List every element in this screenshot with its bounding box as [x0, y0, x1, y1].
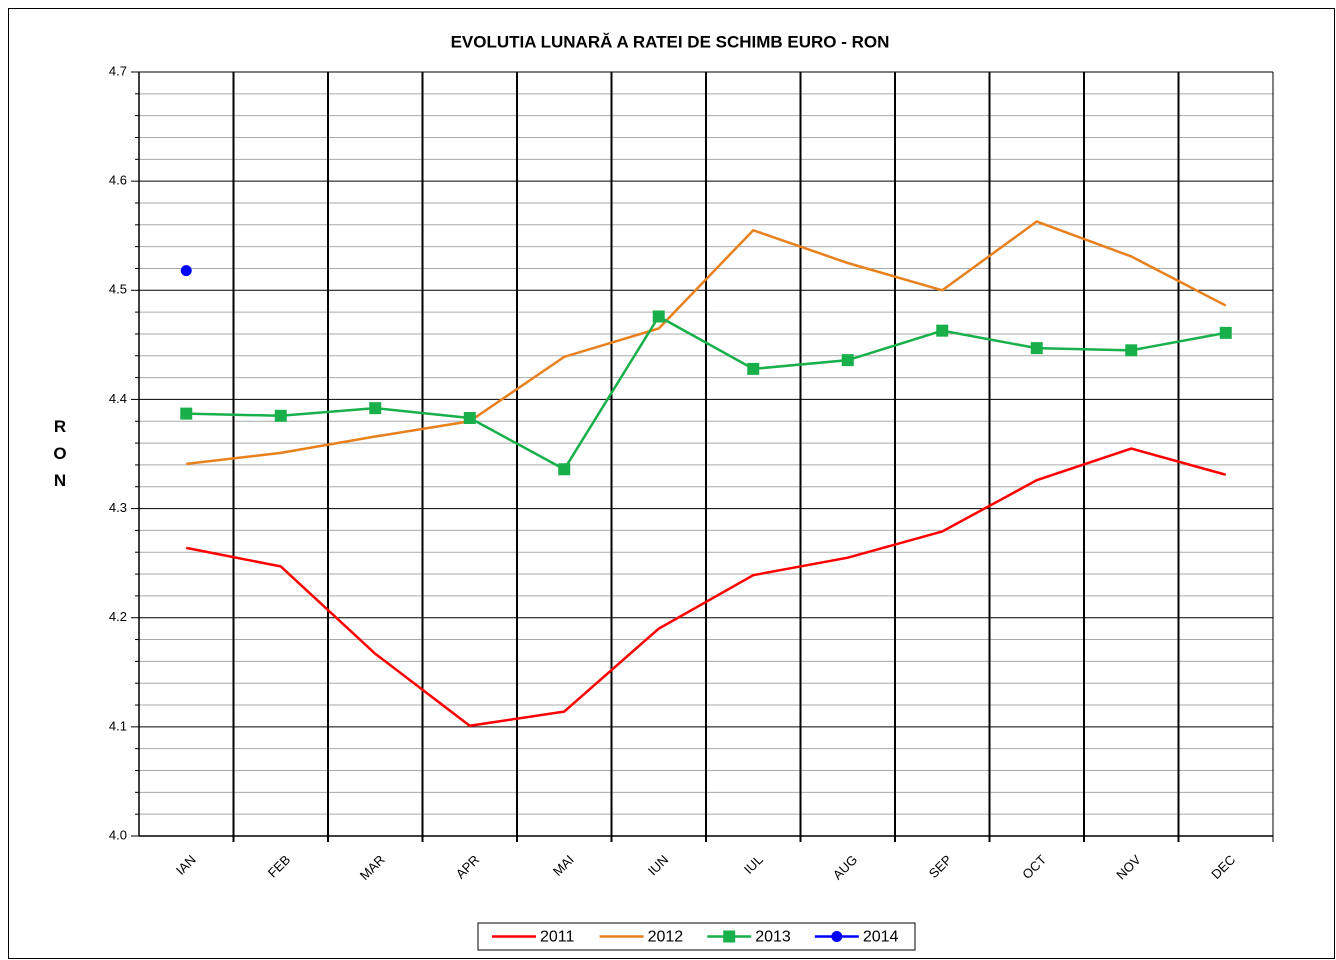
marker [1125, 344, 1138, 357]
series-line [186, 314, 1226, 471]
legend: 2011 2012 2013 2014 [477, 922, 916, 951]
marker [1030, 342, 1043, 355]
marker [180, 407, 193, 420]
marker [180, 265, 192, 277]
marker [274, 409, 287, 422]
marker [652, 310, 665, 323]
chart-title: EVOLUTIA LUNARĂ A RATEI DE SCHIMB EURO -… [451, 32, 890, 51]
y-tick-label: 4.5 [109, 282, 127, 297]
legend-marker [831, 931, 843, 942]
y-tick-label: 4.1 [109, 718, 127, 733]
legend-label: 2013 [755, 929, 791, 946]
marker [841, 354, 854, 367]
marker [1219, 326, 1232, 339]
y-tick-label: 4.2 [109, 609, 127, 624]
y-tick-label: 4.7 [109, 63, 127, 78]
marker [369, 402, 382, 415]
legend-label: 2011 [540, 929, 575, 946]
marker [747, 362, 760, 375]
y-tick-label: 4.0 [109, 827, 127, 842]
marker [558, 463, 571, 476]
y-tick-label: 4.3 [109, 500, 127, 515]
legend-marker [723, 930, 736, 943]
marker [936, 324, 949, 337]
legend-label: 2014 [863, 929, 899, 946]
y-tick-label: 4.6 [109, 173, 127, 188]
y-tick-label: 4.4 [109, 391, 127, 406]
legend-label: 2012 [648, 929, 684, 946]
marker [463, 411, 476, 424]
series-line [186, 220, 1227, 466]
series-line [186, 447, 1227, 728]
